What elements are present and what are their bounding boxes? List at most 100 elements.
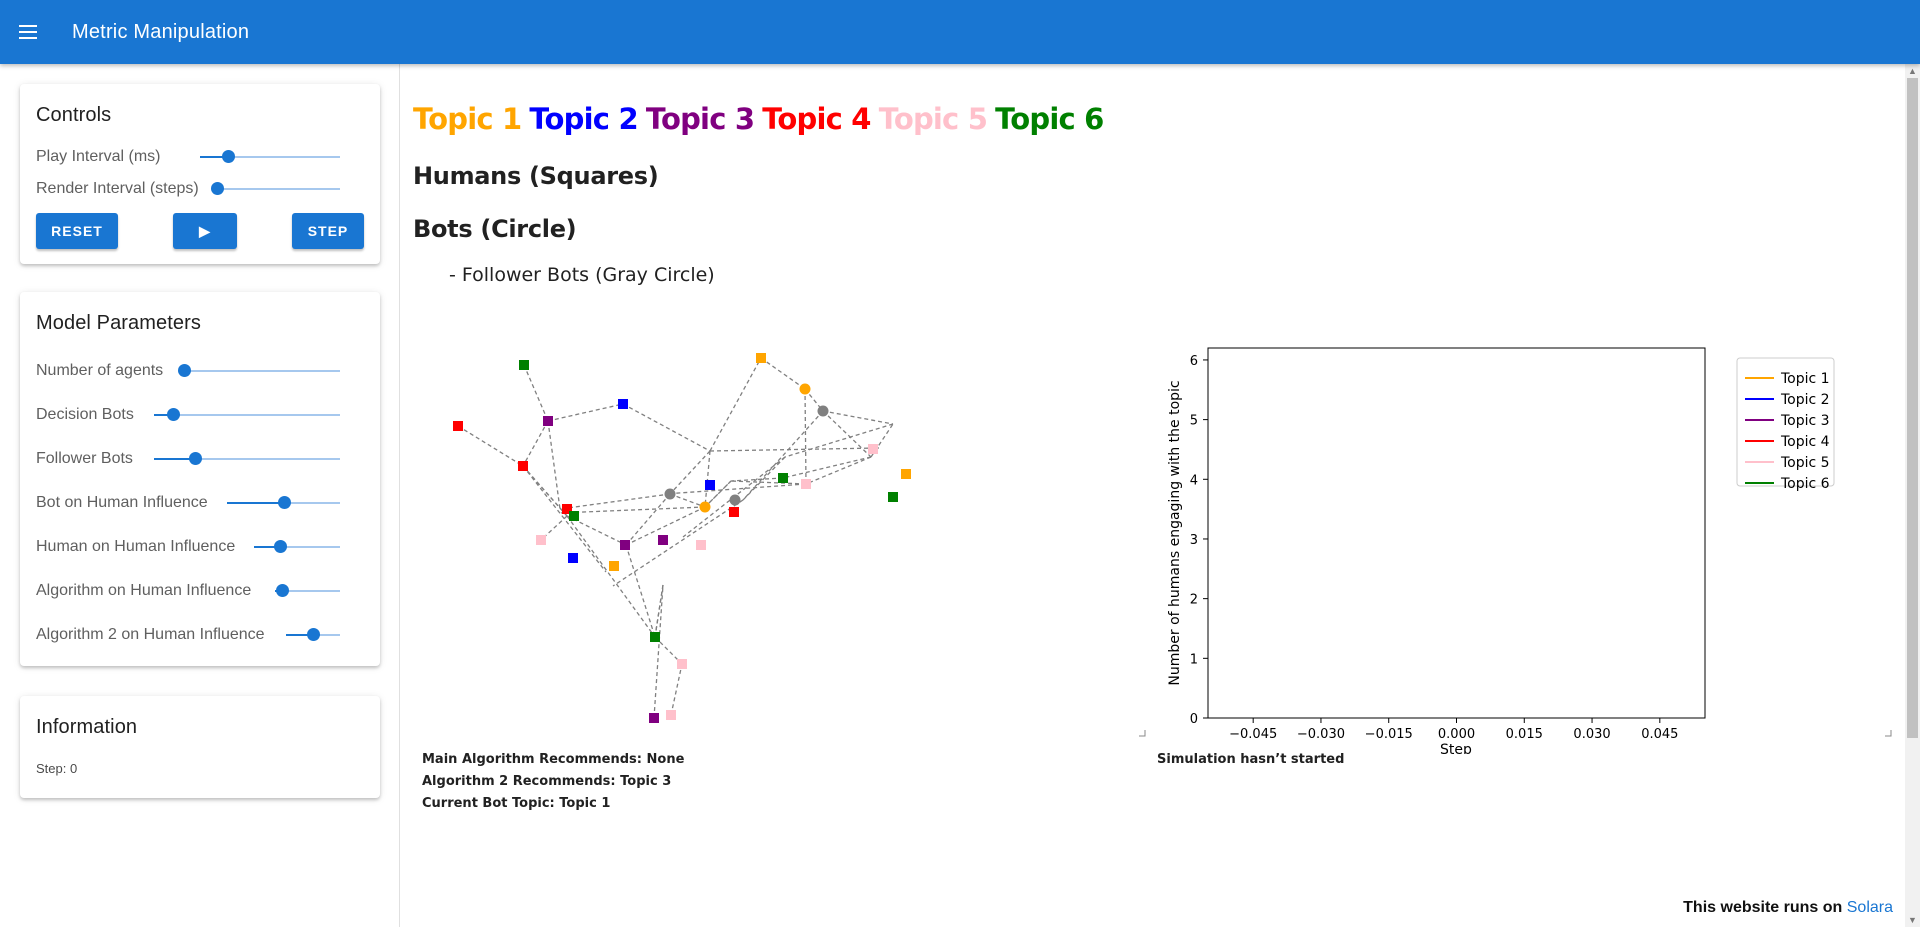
y-axis-label: Number of humans engaging with the topic — [1167, 380, 1183, 685]
network-nodes — [453, 353, 911, 723]
topic-label: Topic 6 — [995, 102, 1104, 136]
algorithm-2-on-human-influence-row: Algorithm 2 on Human Influence — [36, 613, 364, 657]
render-interval-slider[interactable] — [211, 182, 340, 195]
play-interval-slider-thumb[interactable] — [222, 150, 235, 163]
app-title: Metric Manipulation — [72, 20, 250, 43]
reset-button[interactable]: RESET — [36, 213, 118, 249]
information-card: Information Step: 0 — [20, 696, 380, 798]
app-bar: Metric Manipulation — [0, 0, 1920, 64]
bot-on-human-influence-slider-thumb[interactable] — [277, 496, 291, 509]
page-scrollbar[interactable]: ▲ ▼ — [1905, 64, 1920, 927]
follower-bots-note: - Follower Bots (Gray Circle) — [449, 264, 715, 286]
follower-bots-slider[interactable] — [154, 452, 340, 465]
algorithm-2-on-human-influence-slider[interactable] — [286, 628, 340, 641]
human-node — [618, 399, 628, 409]
x-tick-label: 0.030 — [1573, 727, 1610, 742]
chart-status: Simulation hasn’t started — [1157, 752, 1345, 767]
decision-bots-slider-thumb[interactable] — [166, 408, 180, 421]
human-node — [569, 511, 579, 521]
scroll-down-icon[interactable]: ▼ — [1908, 915, 1917, 925]
bot-on-human-influence-slider[interactable] — [227, 496, 340, 509]
follower-bot-node — [817, 405, 829, 417]
follower-bot-node — [664, 488, 676, 500]
legend-label: Topic 2 — [1780, 392, 1830, 408]
decision-bots-label: Decision Bots — [36, 406, 134, 423]
render-interval-label: Render Interval (steps) — [36, 180, 199, 197]
topic-label: Topic 1 — [413, 102, 522, 136]
bots-heading: Bots (Circle) — [413, 215, 577, 243]
controls-card: Controls Play Interval (ms) Render Inter… — [20, 84, 380, 264]
agent-network-graph — [453, 353, 911, 723]
sidebar: Controls Play Interval (ms) Render Inter… — [0, 64, 400, 927]
human-node — [756, 353, 766, 363]
human-on-human-influence-label: Human on Human Influence — [36, 538, 236, 555]
human-on-human-influence-slider-thumb[interactable] — [273, 540, 287, 553]
human-node — [562, 504, 572, 514]
bot-node — [699, 501, 711, 513]
current-bot-topic-status: Current Bot Topic: Topic 1 — [422, 796, 611, 811]
scrollbar-thumb[interactable] — [1907, 78, 1918, 738]
y-tick-label: 6 — [1190, 354, 1198, 369]
human-node — [568, 553, 578, 563]
topic-label: Topic 3 — [645, 102, 755, 136]
main-algorithm-status: Main Algorithm Recommends: None — [422, 752, 685, 767]
humans-heading: Humans (Squares) — [413, 162, 659, 190]
scroll-up-icon[interactable]: ▲ — [1908, 66, 1917, 76]
human-node — [536, 535, 546, 545]
human-node — [453, 421, 463, 431]
y-tick-label: 0 — [1190, 712, 1198, 727]
human-node — [609, 561, 619, 571]
human-node — [543, 416, 553, 426]
decision-bots-slider[interactable] — [154, 408, 340, 421]
number-of-agents-slider-thumb[interactable] — [178, 364, 191, 377]
y-tick-label: 2 — [1190, 593, 1198, 608]
render-interval-slider-thumb[interactable] — [211, 182, 224, 195]
follower-bots-label: Follower Bots — [36, 450, 133, 467]
topic-label: Topic 4 — [762, 102, 871, 136]
algorithm-2-on-human-influence-slider-thumb[interactable] — [307, 628, 320, 641]
resize-handle-left — [1139, 730, 1146, 737]
play-interval-slider[interactable] — [200, 150, 340, 163]
menu-icon[interactable] — [0, 0, 56, 64]
human-node — [677, 659, 687, 669]
algorithm-2-on-human-influence-label: Algorithm 2 on Human Influence — [36, 626, 265, 643]
human-node — [888, 492, 898, 502]
main-content: Topic 1 Topic 2 Topic 3 Topic 4 Topic 5 Topic… — [401, 64, 1905, 927]
human-node — [649, 713, 659, 723]
algorithm-on-human-influence-slider[interactable] — [275, 584, 340, 597]
follower-bots-slider-thumb[interactable] — [188, 452, 202, 465]
solara-link[interactable]: Solara — [1846, 899, 1893, 916]
algorithm-on-human-influence-label: Algorithm on Human Influence — [36, 582, 252, 599]
x-tick-label: 0.015 — [1506, 727, 1543, 742]
bot-node — [799, 383, 811, 395]
human-node — [519, 360, 529, 370]
human-node — [778, 473, 788, 483]
human-node — [705, 480, 715, 490]
play-interval-label: Play Interval (ms) — [36, 148, 161, 165]
human-node — [666, 710, 676, 720]
y-tick-label: 1 — [1190, 652, 1198, 667]
human-node — [696, 540, 706, 550]
y-tick-label: 5 — [1190, 414, 1198, 429]
human-node — [620, 540, 630, 550]
human-on-human-influence-slider[interactable] — [254, 540, 340, 553]
resize-handle-right — [1885, 730, 1892, 737]
model-parameters-card: Model Parameters Number of agents Decisi… — [20, 292, 380, 666]
play-button[interactable]: ▶ — [173, 213, 237, 249]
step-counter: Step: 0 — [36, 761, 78, 776]
algorithm-2-status: Algorithm 2 Recommends: Topic 3 — [422, 774, 672, 789]
human-node — [518, 461, 528, 471]
human-node — [868, 444, 878, 454]
legend-label: Topic 4 — [1780, 434, 1830, 450]
plot-area — [1207, 347, 1706, 719]
human-node — [729, 507, 739, 517]
topic-label: Topic 5 — [878, 102, 988, 136]
number-of-agents-row: Number of agents — [36, 349, 364, 393]
y-tick-label: 4 — [1190, 473, 1198, 488]
algorithm-on-human-influence-slider-thumb[interactable] — [275, 584, 289, 597]
number-of-agents-slider[interactable] — [178, 364, 340, 377]
human-node — [801, 479, 811, 489]
x-tick-label: −0.030 — [1297, 727, 1345, 742]
step-button[interactable]: STEP — [292, 213, 364, 249]
x-axis-ticks: −0.045 −0.030 −0.015 0.000 0.015 0.030 0.045 — [1229, 718, 1678, 742]
